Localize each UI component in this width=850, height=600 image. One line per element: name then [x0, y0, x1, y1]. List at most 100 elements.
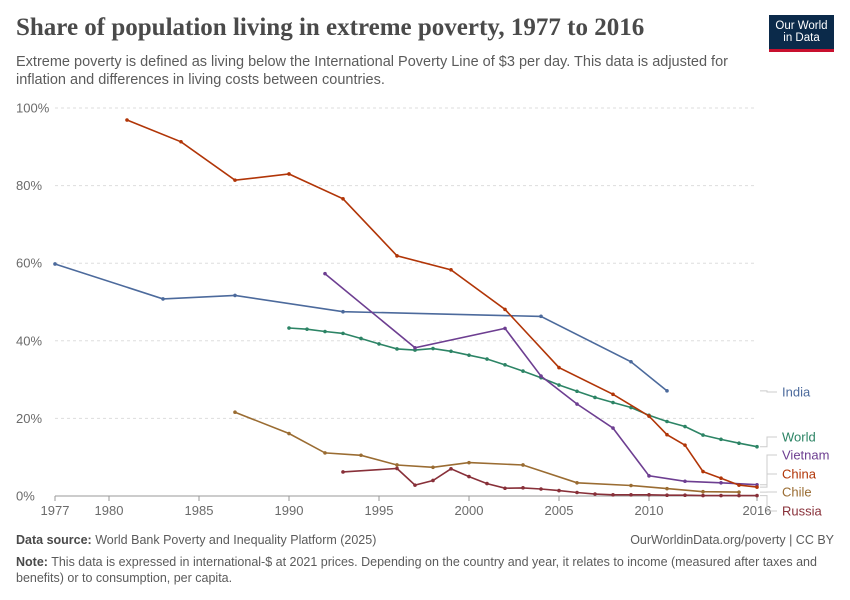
data-point-china: [611, 392, 615, 397]
data-point-world: [449, 349, 453, 354]
logo-line-1: Our World: [775, 20, 828, 32]
data-point-russia: [683, 493, 687, 498]
series-label-india: India: [782, 385, 811, 400]
x-tick-label: 2000: [455, 503, 484, 518]
y-tick-label: 20%: [16, 411, 42, 426]
data-point-russia: [593, 492, 597, 496]
data-point-china: [719, 476, 723, 480]
owid-logo[interactable]: Our World in Data: [769, 15, 834, 52]
chart-subtitle: Extreme poverty is defined as living bel…: [16, 54, 728, 88]
data-point-chile: [323, 451, 327, 455]
note: Note: This data is expressed in internat…: [16, 554, 826, 586]
data-point-world: [467, 353, 471, 357]
data-point-vietnam: [413, 345, 417, 350]
logo-line-2: in Data: [783, 32, 820, 44]
y-tick-label: 100%: [16, 101, 50, 116]
data-point-russia: [521, 486, 525, 490]
y-tick-label: 0%: [16, 489, 35, 504]
data-point-china: [125, 118, 129, 122]
data-point-russia: [539, 487, 543, 491]
series-line-vietnam: [324, 273, 758, 486]
data-point-china: [287, 172, 291, 176]
data-point-world: [611, 400, 615, 405]
data-point-world: [359, 336, 363, 341]
data-point-chile: [395, 463, 399, 467]
label-connector-russia: [760, 495, 777, 512]
data-point-chile: [359, 453, 363, 458]
data-point-vietnam: [683, 479, 687, 484]
data-point-world: [521, 369, 525, 373]
data-point-chile: [521, 463, 525, 467]
data-point-chile: [701, 489, 705, 494]
data-point-world: [305, 327, 309, 331]
credit-link[interactable]: OurWorldinData.org/poverty | CC BY: [630, 533, 834, 547]
series-line-china: [126, 119, 758, 488]
data-point-india: [665, 389, 669, 393]
data-point-china: [557, 365, 561, 370]
data-point-china: [665, 432, 669, 437]
data-point-vietnam: [611, 426, 615, 430]
series-label-russia: Russia: [782, 504, 823, 519]
x-tick-label: 1985: [185, 503, 214, 518]
data-point-vietnam: [647, 474, 651, 478]
data-point-russia: [647, 493, 651, 497]
x-tick-label: 1977: [41, 503, 70, 518]
series-china: [125, 118, 759, 489]
data-point-chile: [665, 486, 669, 491]
data-point-chile: [467, 460, 471, 465]
label-connector-world: [760, 436, 777, 448]
series-line-chile: [234, 411, 740, 493]
data-point-world: [503, 363, 507, 367]
data-point-china: [755, 485, 759, 489]
data-point-russia: [719, 493, 723, 498]
series-line-world: [288, 327, 758, 448]
data-point-chile: [737, 490, 741, 494]
data-point-russia: [413, 483, 417, 487]
series-india: [53, 262, 669, 393]
data-point-chile: [575, 481, 579, 485]
data-point-india: [341, 309, 345, 314]
data-point-russia: [431, 478, 435, 483]
data-point-russia: [665, 493, 669, 498]
line-chart: 0% 20% 40% 60% 80% 100% 1977 1980 1985 1990 1995 2…: [16, 101, 829, 519]
data-point-russia: [755, 493, 759, 498]
data-point-world: [431, 346, 435, 351]
series-label-vietnam: Vietnam: [782, 448, 829, 463]
x-axis: 1977 1980 1985 1990 1995 2000 2005 2010 2016: [41, 495, 771, 518]
label-connector-china: [760, 473, 777, 488]
data-point-vietnam: [539, 374, 543, 378]
x-tick-label: 1980: [95, 503, 124, 518]
series-line-india: [54, 263, 668, 392]
data-point-india: [161, 297, 165, 301]
data-source-text[interactable]: World Bank Poverty and Inequality Platfo…: [95, 533, 377, 547]
data-point-vietnam: [575, 402, 579, 406]
grid-lines: [55, 107, 757, 419]
data-point-world: [665, 419, 669, 424]
series-label-china: China: [782, 467, 817, 482]
label-connector-india: [760, 390, 777, 393]
data-point-russia: [575, 490, 579, 495]
y-tick-label: 40%: [16, 333, 42, 348]
data-point-chile: [431, 465, 435, 470]
data-point-india: [53, 262, 57, 266]
data-point-vietnam: [719, 481, 723, 485]
data-point-chile: [629, 483, 633, 488]
data-point-world: [737, 441, 741, 446]
data-point-russia: [503, 486, 507, 491]
data-point-russia: [485, 481, 489, 486]
data-point-vietnam: [503, 326, 507, 331]
data-point-chile: [287, 431, 291, 436]
data-point-china: [683, 443, 687, 447]
data-point-vietnam: [323, 271, 327, 276]
data-point-china: [503, 307, 507, 312]
data-point-russia: [701, 493, 705, 498]
data-point-china: [449, 267, 453, 272]
data-point-world: [395, 347, 399, 351]
data-point-world: [287, 326, 291, 330]
x-tick-label: 2005: [545, 503, 574, 518]
data-point-china: [341, 196, 345, 201]
series-label-chile: Chile: [782, 485, 812, 500]
series-lines: [53, 118, 759, 498]
data-source: Data source: World Bank Poverty and Ineq…: [16, 533, 376, 547]
data-point-india: [629, 359, 633, 364]
